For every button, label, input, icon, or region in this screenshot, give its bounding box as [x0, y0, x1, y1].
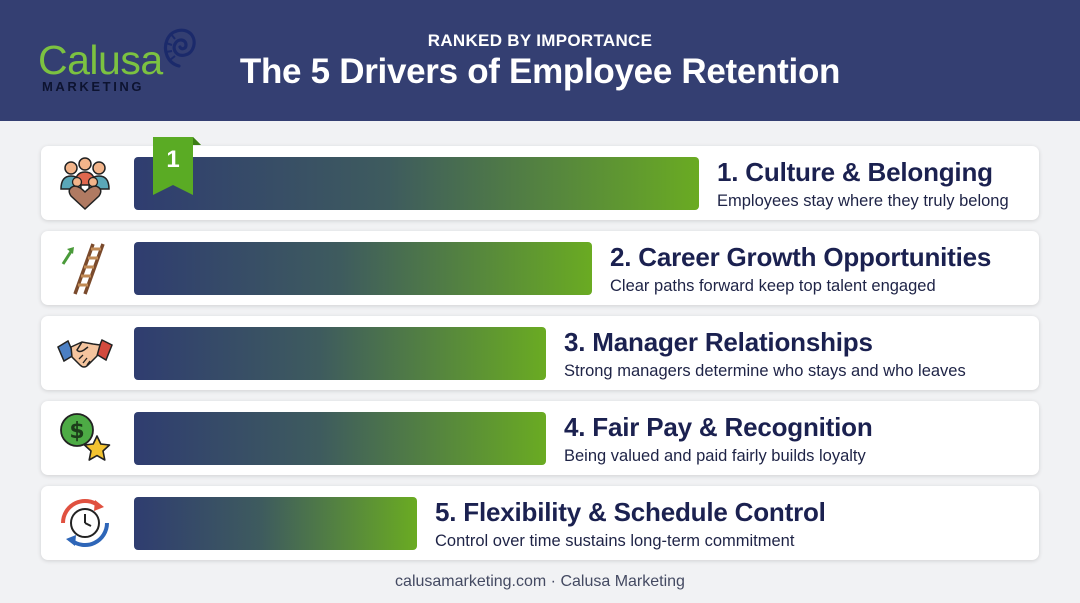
- driver-title: 1. Culture & Belonging: [717, 157, 993, 187]
- driver-label: 4. Fair Pay & Recognition Being valued a…: [564, 411, 873, 467]
- rank-badge-number: 1: [166, 146, 180, 173]
- driver-label: 3. Manager Relationships Strong managers…: [564, 326, 966, 382]
- logo-wordmark: Calusa: [38, 37, 163, 83]
- page-title: The 5 Drivers of Employee Retention: [239, 52, 841, 91]
- driver-bar: [134, 412, 546, 465]
- driver-row: 3. Manager Relationships Strong managers…: [41, 316, 1039, 390]
- driver-row: 2. Career Growth Opportunities Clear pat…: [41, 231, 1039, 305]
- driver-title: 3. Manager Relationships: [564, 327, 873, 357]
- team-heart-icon: [60, 157, 110, 211]
- driver-bar: [134, 497, 417, 550]
- driver-subtitle: Control over time sustains long-term com…: [435, 532, 795, 550]
- driver-row: $ 4. Fair Pay & Recognition Being valued…: [41, 401, 1039, 475]
- driver-label: 1. Culture & Belonging Employees stay wh…: [717, 156, 1009, 212]
- header-banner: Calusa MARKETING RANKED BY IMPORTANCE Th…: [0, 0, 1080, 121]
- dollar-star-icon: $: [60, 413, 111, 461]
- header-kicker: RANKED BY IMPORTANCE: [427, 31, 653, 50]
- footer-credit: calusamarketing.com · Calusa Marketing: [395, 573, 685, 590]
- driver-bar: [134, 327, 546, 380]
- driver-row: 5. Flexibility & Schedule Control Contro…: [41, 486, 1039, 560]
- clock-cycle-icon: [60, 498, 110, 548]
- calusa-logo: Calusa MARKETING: [38, 26, 208, 96]
- driver-subtitle: Being valued and paid fairly builds loya…: [564, 447, 866, 465]
- rank-ribbon-icon: [153, 137, 201, 195]
- driver-subtitle: Clear paths forward keep top talent enga…: [610, 277, 936, 295]
- handshake-icon: [57, 338, 113, 368]
- driver-title: 2. Career Growth Opportunities: [610, 242, 992, 272]
- svg-text:$: $: [69, 419, 84, 444]
- driver-subtitle: Employees stay where they truly belong: [717, 192, 1009, 210]
- driver-bar: [134, 157, 699, 210]
- driver-label: 5. Flexibility & Schedule Control Contro…: [435, 496, 826, 552]
- logo-subtext: MARKETING: [42, 79, 145, 94]
- ladder-arrow-icon: [61, 243, 105, 295]
- driver-label: 2. Career Growth Opportunities Clear pat…: [610, 241, 991, 297]
- nautilus-shell-icon: [163, 28, 196, 68]
- driver-title: 5. Flexibility & Schedule Control: [435, 497, 826, 527]
- driver-row: 1. Culture & Belonging Employees stay wh…: [41, 146, 1039, 220]
- driver-title: 4. Fair Pay & Recognition: [564, 412, 873, 442]
- driver-subtitle: Strong managers determine who stays and …: [564, 362, 966, 380]
- driver-bar: [134, 242, 592, 295]
